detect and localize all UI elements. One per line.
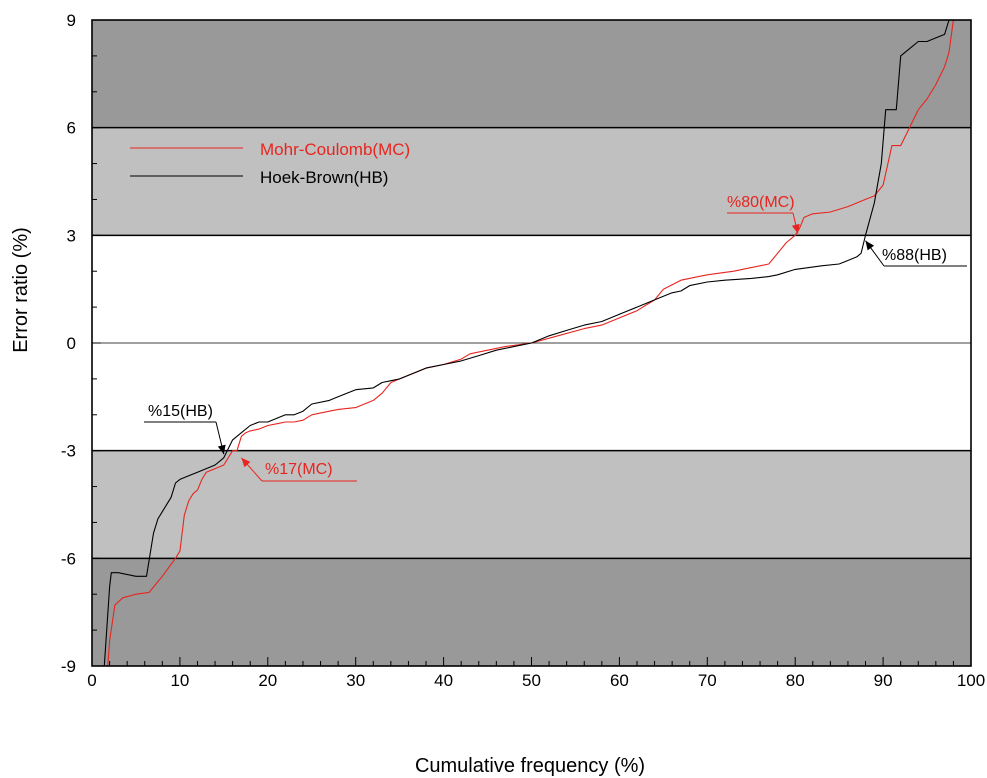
legend: Mohr-Coulomb(MC) Hoek-Brown(HB) (130, 140, 410, 187)
y-tick-label: 0 (67, 334, 76, 353)
x-tick-label: 90 (874, 671, 893, 690)
y-tick-label: -6 (61, 549, 76, 568)
axis-ticks (91, 19, 972, 667)
y-axis-label: Error ratio (%) (10, 227, 32, 353)
y-tick-label: 3 (67, 226, 76, 245)
x-tick-label: 0 (87, 671, 96, 690)
annotation-mc-17-arrow-head (241, 457, 251, 468)
x-tick-label: 40 (434, 671, 453, 690)
y-tick-label: -3 (61, 442, 76, 461)
band-0 (92, 20, 971, 128)
legend-label-mc: Mohr-Coulomb(MC) (260, 140, 410, 159)
band-3 (92, 558, 971, 666)
tick-labels: 0 10 20 30 40 50 60 70 80 90 100 -9 -6 -3 0 3 6 9 (61, 11, 985, 690)
x-tick-label: 50 (522, 671, 541, 690)
series-group (103, 19, 954, 667)
y-tick-label: -9 (61, 657, 76, 676)
x-tick-label: 80 (786, 671, 805, 690)
y-tick-label: 9 (67, 11, 76, 30)
x-axis-label: Cumulative frequency (%) (415, 755, 645, 777)
x-tick-label: 10 (170, 671, 189, 690)
series-line-0 (107, 19, 954, 667)
x-tick-label: 100 (957, 671, 985, 690)
x-tick-label: 60 (610, 671, 629, 690)
x-tick-label: 70 (698, 671, 717, 690)
band-1 (92, 127, 971, 236)
annotation-mc-17: %17(MC) (265, 461, 333, 478)
error-bands (92, 20, 971, 666)
y-tick-label: 6 (67, 119, 76, 138)
annotation-hb-88-arrow-head (865, 240, 875, 251)
annotation-hb-15-arrow-head (217, 444, 226, 455)
annotation-mc-80-arrow-head (791, 223, 800, 234)
annotation-mc-80: %80(MC) (727, 194, 795, 211)
band-2 (92, 450, 971, 559)
annotation-hb-15: %15(HB) (148, 403, 213, 420)
annotation-hb-88: %88(HB) (882, 247, 947, 264)
legend-label-hb: Hoek-Brown(HB) (260, 168, 388, 187)
series-line-1 (103, 19, 950, 667)
x-tick-label: 20 (258, 671, 277, 690)
band-boundary-lines (92, 126, 971, 560)
annotations: %80(MC) %88(HB) %15(HB) %17(MC) (144, 194, 967, 482)
x-tick-label: 30 (346, 671, 365, 690)
